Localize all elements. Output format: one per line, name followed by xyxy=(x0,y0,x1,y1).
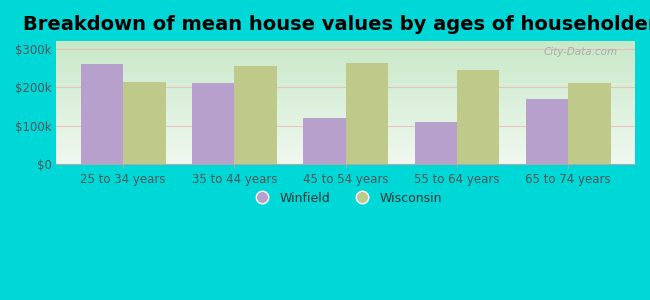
Bar xyxy=(568,83,610,164)
Bar xyxy=(415,122,457,164)
Title: Breakdown of mean house values by ages of householders: Breakdown of mean house values by ages o… xyxy=(23,15,650,34)
Legend: Winfield, Wisconsin: Winfield, Wisconsin xyxy=(245,187,447,210)
Text: City-Data.com: City-Data.com xyxy=(543,47,618,57)
Bar xyxy=(304,118,346,164)
Bar xyxy=(81,64,124,164)
Bar xyxy=(457,70,499,164)
Bar xyxy=(124,82,166,164)
Bar xyxy=(192,83,235,164)
Bar xyxy=(526,99,568,164)
Bar xyxy=(346,63,388,164)
Bar xyxy=(235,66,277,164)
